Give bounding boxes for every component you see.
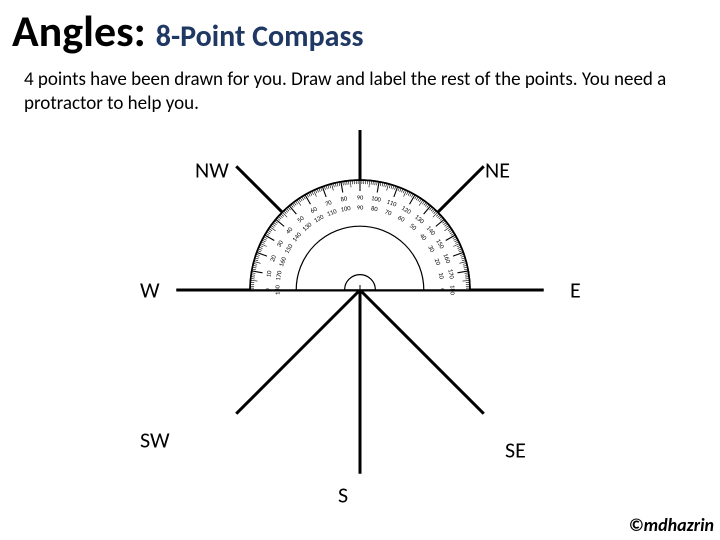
title-sub: 8-Point Compass [156, 18, 364, 55]
compass-svg: 0180101702016030150401405013060120701108… [0, 130, 720, 530]
svg-text:180: 180 [274, 284, 282, 295]
svg-text:90: 90 [357, 194, 364, 202]
svg-text:0: 0 [438, 288, 446, 292]
compass-area: 0180101702016030150401405013060120701108… [0, 130, 720, 530]
instruction-text: 4 points have been drawn for you. Draw a… [0, 58, 720, 116]
label-nw: NW [195, 157, 229, 184]
ray-sw [236, 290, 360, 414]
credit-text: ©mdhazrin [629, 514, 714, 536]
ray-se [360, 290, 484, 414]
protractor-icon: 0180101702016030150401405013060120701108… [250, 180, 470, 296]
label-e: E [570, 277, 581, 304]
label-ne: NE [485, 157, 510, 184]
label-se: SE [505, 437, 526, 464]
label-w: W [140, 277, 160, 304]
page: Angles: 8-Point Compass 4 points have be… [0, 0, 720, 540]
svg-text:90: 90 [357, 204, 364, 212]
label-s: S [338, 482, 348, 509]
title-main: Angles: [12, 4, 146, 58]
label-sw: SW [140, 427, 170, 454]
svg-text:180: 180 [448, 285, 456, 296]
title-row: Angles: 8-Point Compass [0, 0, 720, 58]
